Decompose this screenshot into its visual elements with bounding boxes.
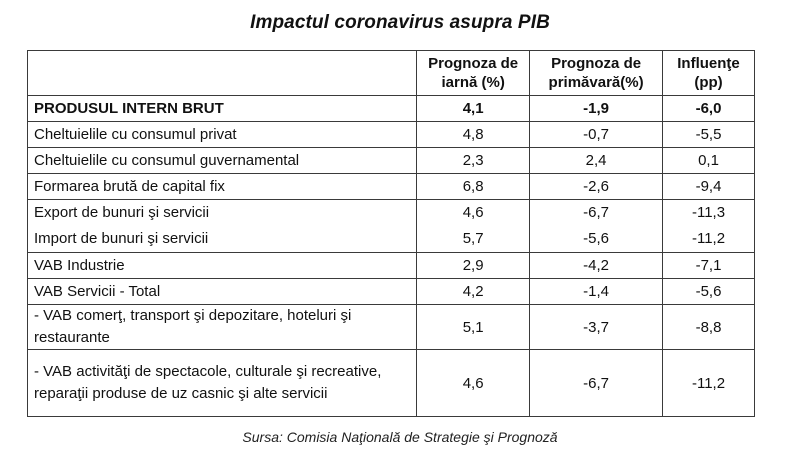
winter-value-pair: 4,6 5,7 [416, 199, 531, 253]
influence-value-pair: -11,3 -11,2 [662, 199, 755, 253]
spring-value: -2,6 [529, 173, 664, 200]
export-spring-value: -6,7 [583, 204, 609, 221]
influence-value: -8,8 [662, 304, 755, 350]
spring-value: -3,7 [529, 304, 664, 350]
import-label: Import de bunuri şi servicii [34, 230, 209, 247]
influence-value: -5,6 [662, 278, 755, 305]
influence-value: -6,0 [662, 95, 755, 122]
row-label: - VAB comerţ, transport şi depozitare, h… [26, 304, 418, 350]
row-label: VAB Industrie [26, 252, 418, 279]
table-row-private-consumption: Cheltuielile cu consumul privat 4,8 -0,7… [26, 121, 755, 148]
row-label: - VAB activităţi de spectacole, cultural… [26, 349, 418, 417]
winter-value: 4,2 [416, 278, 531, 305]
export-influence-value: -11,3 [691, 204, 726, 221]
table-row-fixed-capital: Formarea brută de capital fix 6,8 -2,6 -… [26, 173, 755, 200]
header-influence-line2: (pp) [694, 74, 723, 91]
influence-value: -11,2 [662, 349, 755, 417]
source-caption: Sursa: Comisia Naţională de Strategie şi… [242, 429, 558, 445]
spring-value: -0,7 [529, 121, 664, 148]
row-label: VAB Servicii - Total [26, 278, 418, 305]
winter-value: 4,8 [416, 121, 531, 148]
row-label-pair: Export de bunuri şi servicii Import de b… [26, 199, 418, 253]
winter-value: 4,1 [416, 95, 531, 122]
winter-value: 2,3 [416, 147, 531, 174]
header-spring-line1: Prognoza de [551, 55, 642, 72]
table-row-gva-trade-transport: - VAB comerţ, transport şi depozitare, h… [26, 304, 755, 350]
header-spring-forecast: Prognoza de primăvară(%) [529, 50, 664, 96]
row-label: Formarea brută de capital fix [26, 173, 418, 200]
header-winter-line2: iarnă (%) [441, 74, 505, 91]
table-row-gva-services-total: VAB Servicii - Total 4,2 -1,4 -5,6 [26, 278, 755, 305]
influence-value: -7,1 [662, 252, 755, 279]
winter-value: 2,9 [416, 252, 531, 279]
row-label: PRODUSUL INTERN BRUT [26, 95, 418, 122]
header-winter-forecast: Prognoza de iarnă (%) [416, 50, 531, 96]
header-influence-line1: Influenţe [677, 55, 740, 72]
header-influence: Influenţe (pp) [662, 50, 755, 96]
spring-value: -1,4 [529, 278, 664, 305]
header-spring-line2: primăvară(%) [548, 74, 644, 91]
spring-value: -4,2 [529, 252, 664, 279]
table-row-government-consumption: Cheltuielile cu consumul guvernamental 2… [26, 147, 755, 174]
header-row: Prognoza de iarnă (%) Prognoza de primăv… [26, 50, 755, 96]
row-label: Cheltuielile cu consumul guvernamental [26, 147, 418, 174]
winter-value: 5,1 [416, 304, 531, 350]
influence-value: 0,1 [662, 147, 755, 174]
winter-value: 6,8 [416, 173, 531, 200]
spring-value: -1,9 [529, 95, 664, 122]
spring-value: -6,7 [529, 349, 664, 417]
row-label: Cheltuielile cu consumul privat [26, 121, 418, 148]
header-winter-line1: Prognoza de [428, 55, 519, 72]
table-row-export-import: Export de bunuri şi servicii Import de b… [26, 199, 755, 253]
table-row-gva-industry: VAB Industrie 2,9 -4,2 -7,1 [26, 252, 755, 279]
import-influence-value: -11,2 [691, 230, 726, 247]
table-row-gdp: PRODUSUL INTERN BRUT 4,1 -1,9 -6,0 [26, 95, 755, 122]
export-winter-value: 4,6 [462, 204, 484, 221]
gdp-impact-table: Prognoza de iarnă (%) Prognoza de primăv… [26, 50, 755, 417]
import-spring-value: -5,6 [583, 230, 609, 247]
import-winter-value: 5,7 [462, 230, 484, 247]
table-row-gva-entertainment-other: - VAB activităţi de spectacole, cultural… [26, 349, 755, 417]
influence-value: -5,5 [662, 121, 755, 148]
winter-value: 4,6 [416, 349, 531, 417]
header-blank [26, 50, 418, 96]
spring-value: 2,4 [529, 147, 664, 174]
export-label: Export de bunuri şi servicii [34, 204, 210, 221]
spring-value-pair: -6,7 -5,6 [529, 199, 664, 253]
influence-value: -9,4 [662, 173, 755, 200]
table-title: Impactul coronavirus asupra PIB [250, 12, 550, 33]
